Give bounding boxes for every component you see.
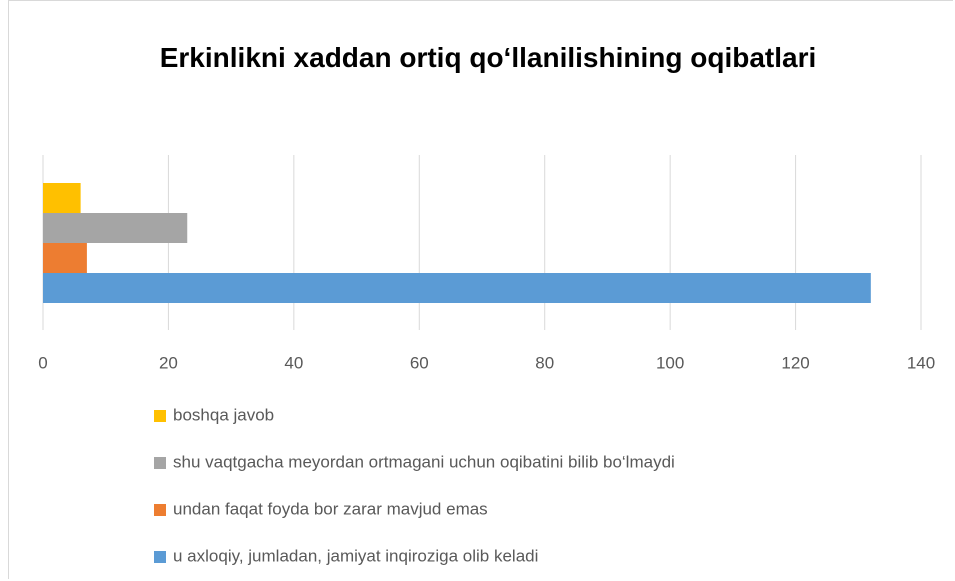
x-tick-label: 120 bbox=[781, 353, 809, 372]
legend-swatch bbox=[154, 410, 166, 422]
bar bbox=[43, 213, 188, 243]
legend-label: shu vaqtgacha meyordan ortmagani uchun o… bbox=[173, 452, 675, 471]
x-tick-label: 60 bbox=[410, 353, 429, 372]
legend-swatch bbox=[154, 551, 166, 563]
x-tick-label: 140 bbox=[907, 353, 935, 372]
chart-frame bbox=[8, 0, 953, 579]
legend-label: u axloqiy, jumladan, jamiyat inqiroziga … bbox=[173, 546, 538, 565]
legend-swatch bbox=[154, 504, 166, 516]
legend-label: undan faqat foyda bor zarar mavjud emas bbox=[173, 499, 488, 518]
legend-swatch bbox=[154, 457, 166, 469]
chart-title: Erkinlikni xaddan ortiq qo‘llanilishinin… bbox=[159, 42, 817, 73]
bar bbox=[43, 273, 871, 303]
x-tick-label: 0 bbox=[38, 353, 47, 372]
legend-label: boshqa javob bbox=[173, 405, 274, 424]
x-tick-label: 40 bbox=[284, 353, 303, 372]
x-tick-label: 100 bbox=[656, 353, 684, 372]
x-tick-label: 20 bbox=[159, 353, 178, 372]
bar bbox=[43, 243, 87, 273]
bar bbox=[43, 183, 81, 213]
x-tick-label: 80 bbox=[535, 353, 554, 372]
